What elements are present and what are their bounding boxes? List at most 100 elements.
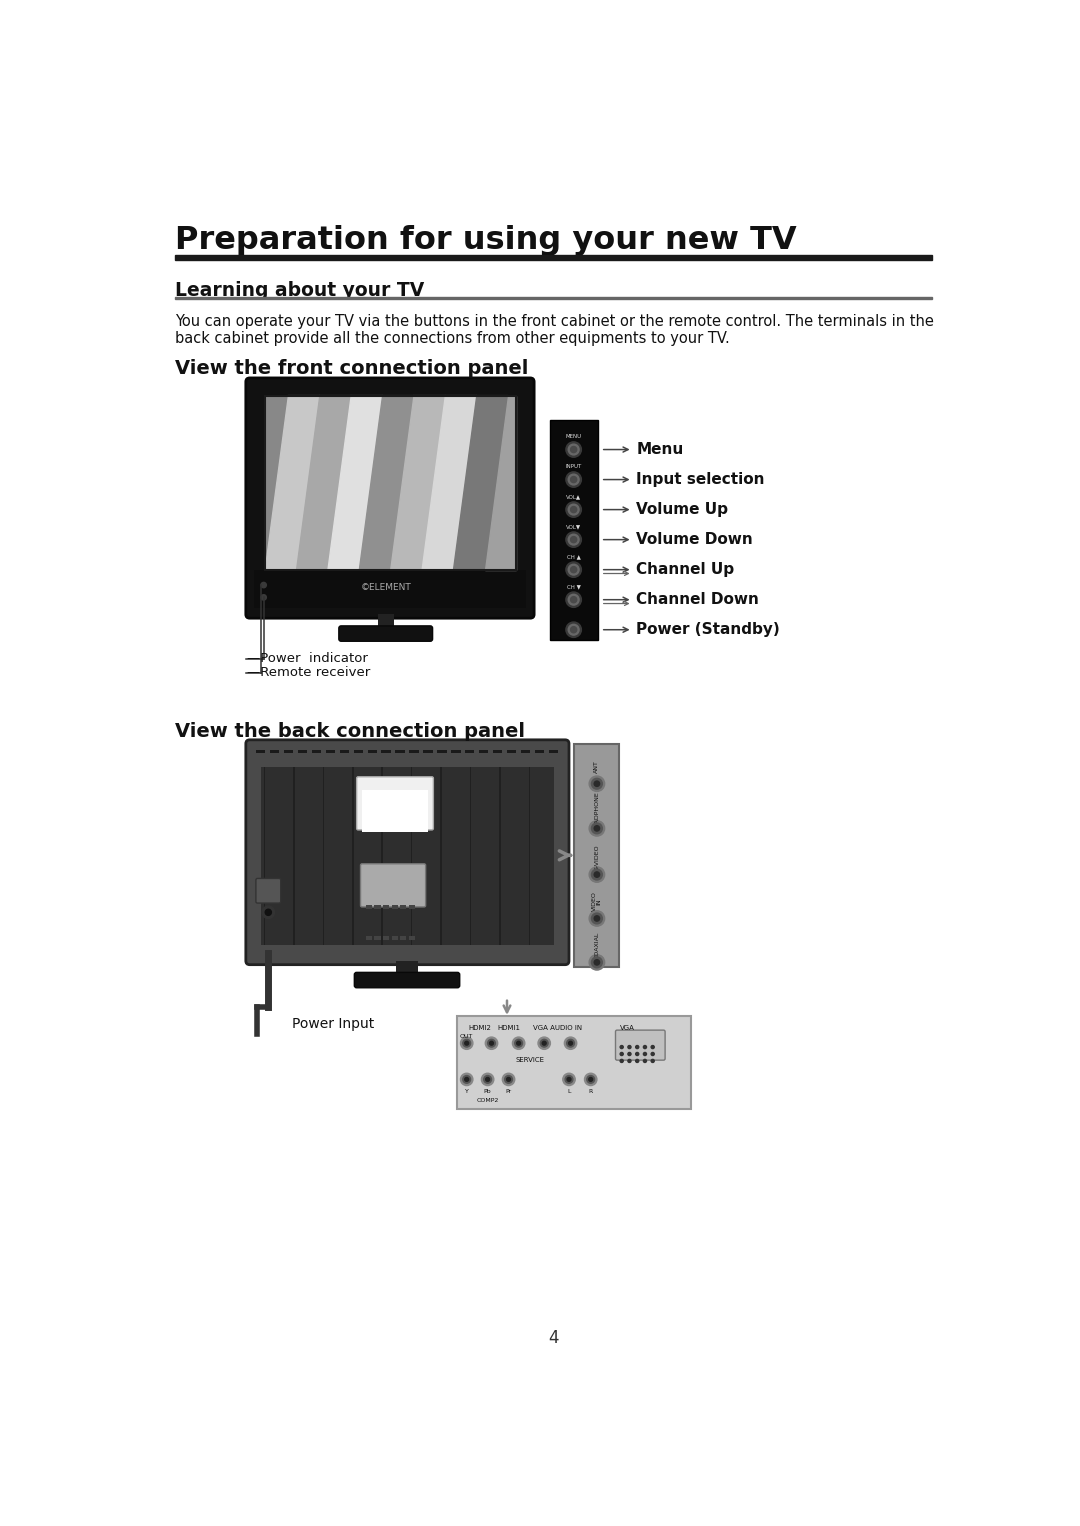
Bar	[266, 395, 516, 569]
Text: COAXIAL: COAXIAL	[594, 932, 599, 960]
Bar	[256, 749, 266, 752]
Circle shape	[620, 1053, 623, 1056]
Text: SERVICE: SERVICE	[516, 1058, 544, 1064]
FancyBboxPatch shape	[356, 777, 433, 830]
Circle shape	[584, 1073, 597, 1085]
Circle shape	[504, 1076, 512, 1083]
Bar	[375, 905, 380, 909]
Circle shape	[261, 595, 267, 600]
Circle shape	[589, 1077, 593, 1082]
Circle shape	[516, 1041, 521, 1045]
Circle shape	[566, 472, 581, 487]
Text: Pr: Pr	[505, 1090, 512, 1094]
Circle shape	[594, 781, 599, 786]
Text: Y: Y	[464, 1090, 469, 1094]
Bar	[366, 905, 373, 909]
Text: ANT: ANT	[594, 760, 599, 774]
Circle shape	[507, 1077, 511, 1082]
Circle shape	[592, 870, 603, 881]
Bar	[260, 766, 554, 946]
Polygon shape	[391, 395, 445, 569]
Bar	[535, 749, 544, 752]
Circle shape	[502, 1073, 515, 1085]
Bar	[410, 766, 413, 946]
Circle shape	[566, 592, 581, 607]
Bar	[352, 766, 353, 946]
Circle shape	[484, 1076, 491, 1083]
Bar	[175, 298, 932, 299]
FancyBboxPatch shape	[246, 740, 569, 964]
FancyBboxPatch shape	[339, 626, 433, 641]
Bar	[375, 935, 380, 940]
Circle shape	[566, 623, 581, 638]
Bar	[378, 615, 394, 632]
Text: Input selection: Input selection	[636, 472, 765, 487]
Bar	[392, 905, 397, 909]
Circle shape	[540, 1039, 548, 1047]
Circle shape	[636, 1045, 638, 1048]
Text: VGA: VGA	[620, 1025, 635, 1030]
Text: INPUT: INPUT	[566, 464, 582, 468]
Bar	[400, 935, 406, 940]
Polygon shape	[297, 395, 351, 569]
Circle shape	[570, 507, 577, 513]
Circle shape	[464, 1041, 469, 1045]
Circle shape	[566, 502, 581, 517]
Text: HDMI2: HDMI2	[469, 1025, 491, 1030]
Text: MENU: MENU	[566, 433, 582, 439]
Circle shape	[266, 909, 271, 916]
Circle shape	[563, 1073, 576, 1085]
Text: Menu: Menu	[636, 443, 684, 458]
Circle shape	[542, 1041, 546, 1045]
Circle shape	[568, 475, 579, 485]
Circle shape	[567, 1077, 571, 1082]
Circle shape	[488, 1039, 496, 1047]
Bar	[270, 749, 279, 752]
Bar	[381, 749, 391, 752]
Text: HDMI1: HDMI1	[497, 1025, 521, 1030]
Circle shape	[636, 1053, 638, 1056]
Circle shape	[460, 1038, 473, 1050]
Circle shape	[261, 583, 267, 588]
FancyBboxPatch shape	[354, 972, 460, 987]
Circle shape	[594, 871, 599, 877]
Circle shape	[594, 826, 599, 832]
Polygon shape	[266, 395, 320, 569]
Bar	[298, 749, 307, 752]
Circle shape	[570, 597, 577, 603]
Circle shape	[644, 1053, 647, 1056]
Circle shape	[586, 1076, 595, 1083]
Bar	[175, 255, 932, 259]
Text: VGA AUDIO IN: VGA AUDIO IN	[532, 1025, 582, 1030]
Circle shape	[567, 1039, 575, 1047]
Text: Volume Up: Volume Up	[636, 502, 728, 517]
Text: You can operate your TV via the buttons in the front cabinet or the remote contr: You can operate your TV via the buttons …	[175, 314, 934, 330]
Bar	[470, 766, 471, 946]
Bar	[400, 905, 406, 909]
Text: VIDEO
IN: VIDEO IN	[592, 891, 602, 911]
Circle shape	[592, 913, 603, 923]
Circle shape	[592, 957, 603, 967]
FancyBboxPatch shape	[361, 864, 426, 906]
Bar	[383, 935, 389, 940]
Circle shape	[463, 1076, 471, 1083]
Circle shape	[651, 1045, 654, 1048]
Text: Power Input: Power Input	[293, 1016, 375, 1032]
Circle shape	[570, 566, 577, 572]
FancyBboxPatch shape	[616, 1030, 665, 1061]
Bar	[254, 569, 526, 609]
Text: COMP2: COMP2	[476, 1099, 499, 1103]
Bar	[409, 749, 419, 752]
Bar	[264, 766, 266, 946]
Text: CH ▲: CH ▲	[567, 554, 581, 559]
Circle shape	[594, 960, 599, 964]
Polygon shape	[454, 395, 509, 569]
Circle shape	[627, 1059, 631, 1062]
Bar	[480, 749, 488, 752]
Text: —Power  indicator: —Power indicator	[247, 653, 368, 665]
Circle shape	[568, 624, 579, 635]
Bar	[550, 420, 597, 639]
Bar	[293, 766, 295, 946]
Text: —Remote receiver: —Remote receiver	[247, 667, 370, 679]
Circle shape	[570, 476, 577, 482]
